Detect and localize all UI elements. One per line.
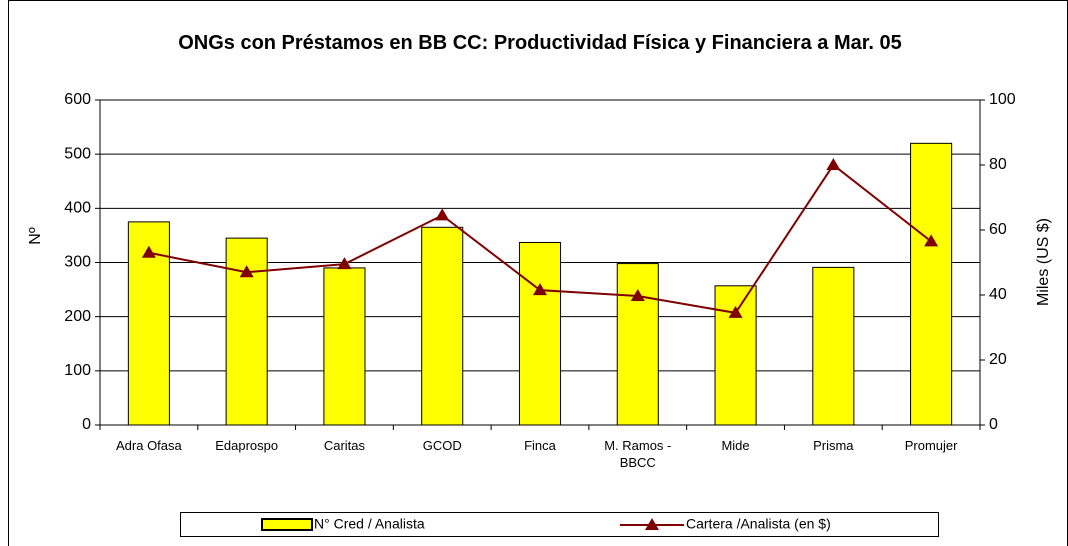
line-marker — [239, 265, 254, 278]
legend-label: N° Cred / Analista — [314, 516, 425, 532]
y-tick-label: 600 — [64, 91, 91, 108]
y2-tick-label: 60 — [989, 221, 1007, 238]
x-tick-label: Adra Ofasa — [116, 438, 183, 453]
line-marker — [435, 208, 450, 221]
x-tick-label: Edaprospo — [215, 438, 278, 453]
bar — [812, 266, 855, 426]
x-tick-label: Mide — [721, 438, 749, 453]
y2-tick-label: 80 — [989, 156, 1007, 173]
line-marker — [924, 234, 939, 247]
legend-swatch — [261, 518, 313, 531]
bar — [616, 263, 659, 426]
bar — [518, 241, 562, 426]
line-marker — [728, 305, 743, 318]
x-tick-label: GCOD — [423, 438, 462, 453]
chart-title: ONGs con Préstamos en BB CC: Productivid… — [178, 32, 902, 54]
legend: N° Cred / Analista Cartera /Analista (en … — [180, 512, 939, 537]
y-tick-label: 100 — [64, 362, 91, 379]
bar — [421, 226, 464, 426]
x-tick-label: M. Ramos -BBCC — [604, 438, 671, 470]
line-marker — [630, 288, 645, 301]
bar — [910, 142, 953, 426]
y2-tick-label: 20 — [989, 351, 1007, 368]
x-tick-label: Caritas — [324, 438, 366, 453]
legend-label: Cartera /Analista (en $) — [686, 516, 831, 532]
line-marker — [533, 283, 547, 296]
y-tick-label: 200 — [64, 308, 91, 325]
x-tick-label: Promujer — [905, 438, 958, 453]
y-tick-label: 300 — [64, 254, 91, 271]
line-marker — [141, 245, 156, 258]
legend-swatch — [645, 518, 659, 530]
y-axis-label: Nº — [27, 227, 44, 245]
x-tick-label: Prisma — [813, 438, 854, 453]
x-tick-label: Finca — [524, 438, 557, 453]
y2-tick-label: 40 — [989, 286, 1007, 303]
y2-tick-label: 0 — [989, 416, 998, 433]
y-tick-label: 0 — [82, 416, 91, 433]
y-tick-label: 500 — [64, 145, 91, 162]
line-marker — [337, 257, 352, 270]
line-marker — [826, 158, 841, 170]
y2-tick-label: 100 — [989, 91, 1016, 108]
y2-axis-label: Miles (US $) — [1035, 218, 1052, 306]
y-tick-label: 400 — [64, 200, 91, 217]
bar — [323, 267, 366, 426]
